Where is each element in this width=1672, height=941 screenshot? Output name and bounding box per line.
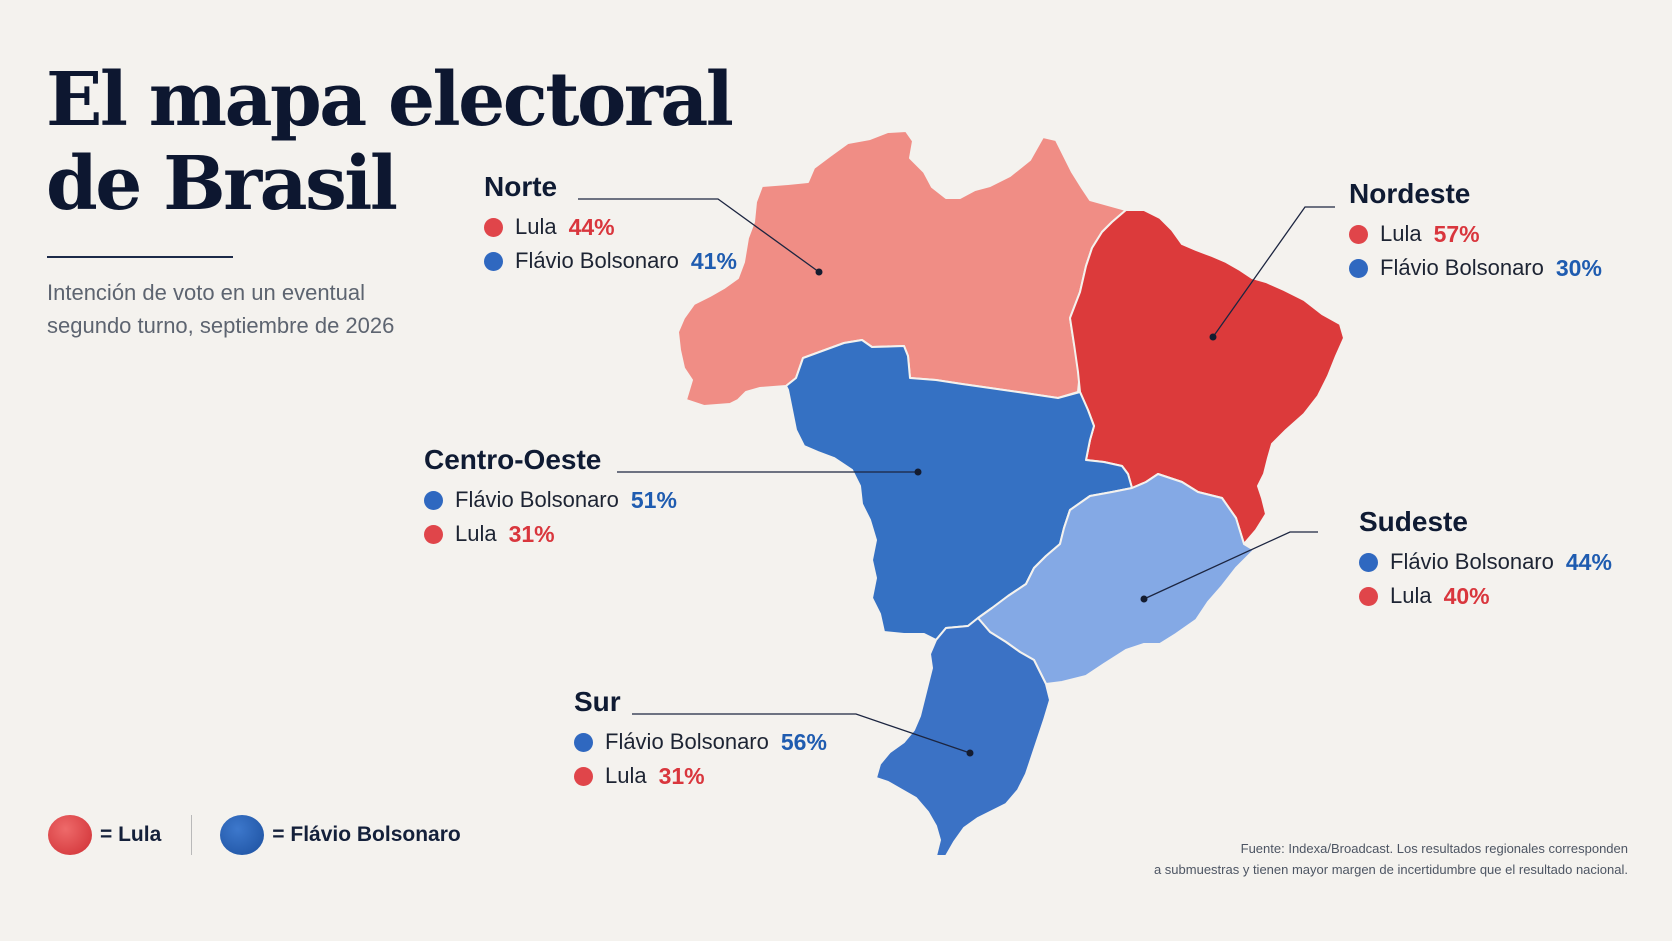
candidate-name: Flávio Bolsonaro bbox=[1390, 549, 1554, 574]
legend-divider bbox=[191, 815, 193, 855]
candidate-name: Flávio Bolsonaro bbox=[1380, 255, 1544, 280]
result-row: Lula 40% bbox=[1359, 579, 1612, 613]
candidate-name: Flávio Bolsonaro bbox=[605, 729, 769, 754]
title-line-1: El mapa electoral bbox=[46, 57, 734, 143]
result-row: Flávio Bolsonaro 51% bbox=[424, 483, 677, 517]
candidate-dot bbox=[1359, 586, 1378, 606]
leader-line-sur bbox=[632, 713, 971, 754]
candidate-dot bbox=[1349, 224, 1368, 244]
candidate-percentage: 57% bbox=[1433, 220, 1480, 247]
candidate-percentage: 40% bbox=[1443, 582, 1490, 609]
region-label-sur: Sur Flávio Bolsonaro 56% Lula 31% bbox=[574, 685, 827, 793]
leader-line-norte bbox=[578, 198, 820, 273]
legend-item-bolsonaro: = Flávio Bolsonaro bbox=[220, 815, 461, 855]
subtitle-line-1: Intención de voto en un eventual bbox=[47, 280, 366, 305]
source-line-2: a submuestras y tienen mayor margen de i… bbox=[1153, 862, 1628, 877]
leader-line-nordeste bbox=[1212, 206, 1335, 338]
region-name: Sur bbox=[574, 686, 621, 717]
result-row: Lula 31% bbox=[424, 517, 677, 551]
region-shape-sudeste[interactable] bbox=[977, 473, 1255, 685]
candidate-percentage: 44% bbox=[568, 213, 615, 240]
source-line-1: Fuente: Indexa/Broadcast. Los resultados… bbox=[1240, 841, 1628, 856]
result-row: Lula 57% bbox=[1349, 217, 1602, 251]
legend-label-bolsonaro: = Flávio Bolsonaro bbox=[272, 823, 461, 846]
candidate-dot bbox=[1359, 552, 1378, 572]
candidate-dot bbox=[1349, 258, 1368, 278]
legend-swatch-bolsonaro bbox=[220, 815, 265, 855]
result-row: Flávio Bolsonaro 30% bbox=[1349, 251, 1602, 285]
candidate-name: Lula bbox=[515, 214, 557, 239]
region-name: Norte bbox=[484, 171, 558, 202]
candidate-dot bbox=[424, 524, 443, 544]
region-name: Sudeste bbox=[1359, 506, 1468, 537]
candidate-name: Flávio Bolsonaro bbox=[455, 487, 619, 512]
region-label-nordeste: Nordeste Lula 57% Flávio Bolsonaro 30% bbox=[1349, 177, 1602, 285]
anchor-dot-sur bbox=[966, 749, 974, 757]
title-line-2: de Brasil bbox=[46, 141, 398, 227]
result-row: Flávio Bolsonaro 41% bbox=[484, 244, 737, 278]
anchor-dot-centro-oeste bbox=[914, 468, 922, 476]
candidate-name: Lula bbox=[605, 763, 647, 788]
candidate-percentage: 31% bbox=[658, 762, 705, 789]
candidate-percentage: 30% bbox=[1555, 254, 1602, 281]
anchor-dot-norte bbox=[815, 268, 823, 276]
region-name: Centro-Oeste bbox=[424, 444, 602, 475]
title-divider bbox=[47, 256, 233, 258]
region-label-sudeste: Sudeste Flávio Bolsonaro 44% Lula 40% bbox=[1359, 505, 1612, 613]
legend-label-lula: = Lula bbox=[100, 823, 162, 846]
page-title: El mapa electoral de Brasil bbox=[46, 57, 734, 227]
region-name: Nordeste bbox=[1349, 178, 1471, 209]
legend-swatch-lula bbox=[48, 815, 92, 855]
candidate-dot bbox=[484, 251, 503, 271]
candidate-percentage: 41% bbox=[690, 247, 737, 274]
candidate-name: Lula bbox=[1390, 583, 1432, 608]
anchor-dot-sudeste bbox=[1140, 595, 1148, 603]
candidate-name: Lula bbox=[455, 521, 497, 546]
result-row: Lula 31% bbox=[574, 759, 827, 793]
candidate-percentage: 44% bbox=[1565, 548, 1612, 575]
candidate-dot bbox=[574, 732, 593, 752]
region-label-norte: Norte Lula 44% Flávio Bolsonaro 41% bbox=[484, 170, 737, 278]
leader-line-sudeste bbox=[1143, 531, 1318, 600]
candidate-name: Flávio Bolsonaro bbox=[515, 248, 679, 273]
candidate-percentage: 51% bbox=[630, 486, 677, 513]
result-row: Flávio Bolsonaro 44% bbox=[1359, 545, 1612, 579]
candidate-percentage: 31% bbox=[508, 520, 555, 547]
result-row: Flávio Bolsonaro 56% bbox=[574, 725, 827, 759]
region-shape-sur[interactable] bbox=[875, 617, 1051, 857]
candidate-dot bbox=[484, 217, 503, 237]
source-note: Fuente: Indexa/Broadcast. Los resultados… bbox=[1154, 838, 1628, 880]
legend-item-lula: = Lula bbox=[48, 815, 161, 855]
candidate-dot bbox=[574, 766, 593, 786]
subtitle-line-2: segundo turno, septiembre de 2026 bbox=[47, 313, 395, 338]
result-row: Lula 44% bbox=[484, 210, 737, 244]
region-shape-nordeste[interactable] bbox=[1069, 209, 1345, 545]
map-legend: = Lula = Flávio Bolsonaro bbox=[48, 813, 461, 857]
candidate-percentage: 56% bbox=[780, 728, 827, 755]
anchor-dot-nordeste bbox=[1209, 333, 1217, 341]
subtitle: Intención de voto en un eventual segundo… bbox=[47, 276, 467, 342]
candidate-name: Lula bbox=[1380, 221, 1422, 246]
candidate-dot bbox=[424, 490, 443, 510]
region-label-centro-oeste: Centro-Oeste Flávio Bolsonaro 51% Lula 3… bbox=[424, 443, 677, 551]
